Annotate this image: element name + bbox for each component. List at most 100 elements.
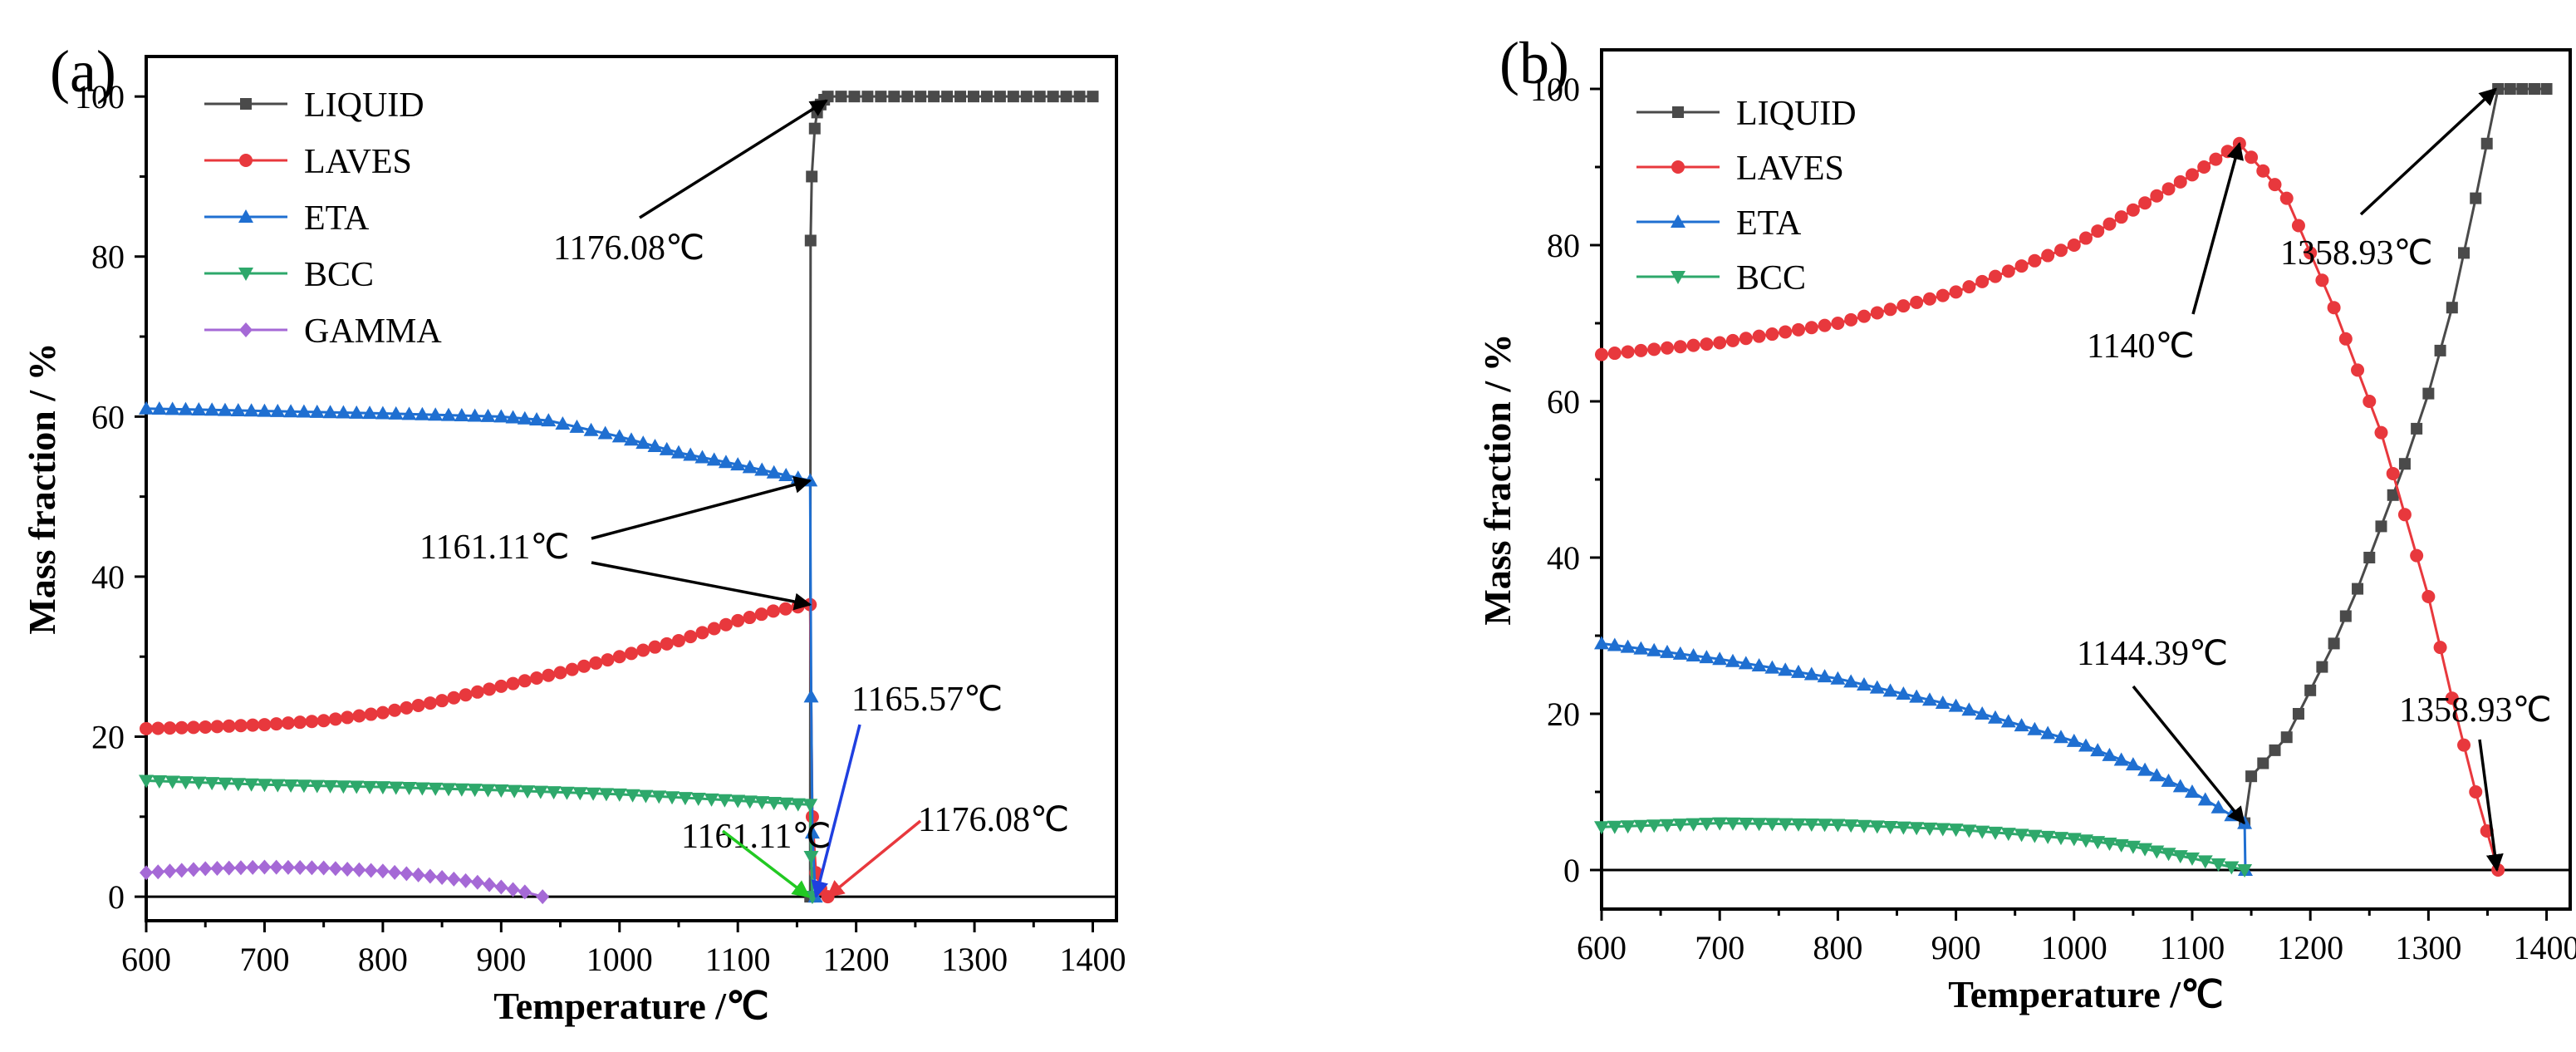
data-point: [2150, 189, 2164, 203]
data-point: [1948, 698, 1964, 712]
data-point: [2469, 785, 2483, 799]
annotation: 1358.93℃: [2399, 691, 2552, 873]
data-point: [1607, 347, 1622, 361]
data-point: [660, 637, 674, 651]
y-tick-label: 60: [91, 398, 125, 435]
data-point: [647, 438, 663, 452]
data-point: [1033, 91, 1046, 103]
data-point: [875, 91, 887, 103]
data-point: [586, 787, 601, 801]
series-laves: [140, 597, 835, 904]
data-point: [246, 718, 260, 732]
data-point: [505, 410, 521, 424]
data-point: [163, 721, 177, 735]
data-point: [2078, 834, 2093, 848]
data-point: [494, 679, 508, 693]
data-point: [1921, 822, 1937, 836]
data-point: [362, 780, 378, 794]
data-point: [441, 407, 457, 421]
y-axis-title: Mass fraction / %: [1476, 333, 1519, 625]
y-tick-label: 60: [1547, 383, 1580, 420]
data-point: [1620, 820, 1636, 834]
data-point: [1699, 650, 1715, 664]
data-point: [2220, 145, 2235, 159]
data-point: [174, 720, 189, 735]
data-point: [546, 786, 562, 800]
data-point: [1818, 318, 1832, 332]
data-point: [967, 91, 979, 103]
data-point: [1594, 821, 1609, 835]
data-point: [375, 705, 390, 720]
data-point: [2363, 395, 2377, 408]
data-point: [2528, 83, 2540, 95]
data-point: [2091, 224, 2105, 238]
x-tick-label: 1400: [1060, 941, 1126, 978]
data-point: [2516, 83, 2529, 95]
data-point: [1803, 818, 1819, 833]
series-bcc: [1594, 817, 2253, 877]
data-point: [238, 268, 253, 281]
data-point: [411, 698, 425, 712]
data-point: [766, 465, 782, 479]
data-point: [2197, 855, 2213, 869]
annotation: 1176.08℃: [553, 99, 828, 268]
data-point: [1910, 295, 1924, 309]
data-point: [980, 91, 993, 103]
data-point: [164, 401, 180, 415]
data-point: [1764, 660, 1780, 674]
data-point: [1725, 817, 1740, 831]
data-point: [341, 710, 355, 725]
data-point: [941, 91, 954, 103]
data-point: [542, 668, 556, 682]
data-point: [349, 405, 365, 419]
data-point: [806, 170, 818, 183]
x-tick-label: 1300: [2395, 929, 2461, 966]
annotation-label: 1161.11℃: [420, 528, 570, 567]
legend-label: ETA: [1736, 204, 1802, 243]
y-axis-title: Mass fraction / %: [21, 342, 63, 634]
data-point: [730, 457, 746, 471]
plot-frame: [145, 55, 1118, 922]
data-point: [1803, 666, 1819, 681]
data-point: [848, 91, 861, 103]
data-point: [2374, 425, 2388, 440]
data-point: [151, 864, 165, 880]
data-point: [1949, 285, 1963, 299]
data-point: [519, 785, 535, 799]
data-point: [151, 775, 167, 789]
legend-entry-bcc: BCC: [1636, 259, 1806, 297]
data-point: [677, 792, 693, 806]
data-point: [1660, 341, 1674, 355]
data-point: [1843, 674, 1859, 688]
data-point: [1975, 825, 1990, 839]
data-point: [2000, 714, 2016, 728]
data-point: [611, 429, 627, 443]
data-point: [1595, 347, 1608, 361]
data-point: [423, 696, 437, 710]
data-point: [861, 91, 874, 103]
data-point: [1909, 689, 1925, 703]
data-point: [1883, 302, 1897, 317]
annotation: 1144.39℃: [2077, 635, 2245, 825]
legend-entry-laves: LAVES: [204, 143, 412, 181]
data-point: [2103, 217, 2117, 231]
data-point: [2237, 864, 2253, 877]
data-point: [441, 783, 457, 797]
data-point: [2137, 843, 2153, 857]
data-point: [1830, 818, 1846, 833]
data-point: [210, 720, 224, 734]
data-point: [293, 715, 307, 730]
data-point: [364, 707, 378, 721]
data-point: [901, 91, 914, 103]
x-tick-label: 1400: [2514, 929, 2576, 966]
data-point: [1671, 271, 1685, 284]
data-point: [2387, 489, 2399, 501]
data-point: [2079, 231, 2093, 245]
data-point: [401, 782, 417, 796]
x-tick-label: 1200: [823, 941, 890, 978]
data-point: [428, 407, 444, 421]
data-point: [151, 401, 167, 415]
data-point: [2161, 182, 2176, 196]
data-point: [328, 712, 342, 726]
data-point: [257, 403, 272, 417]
